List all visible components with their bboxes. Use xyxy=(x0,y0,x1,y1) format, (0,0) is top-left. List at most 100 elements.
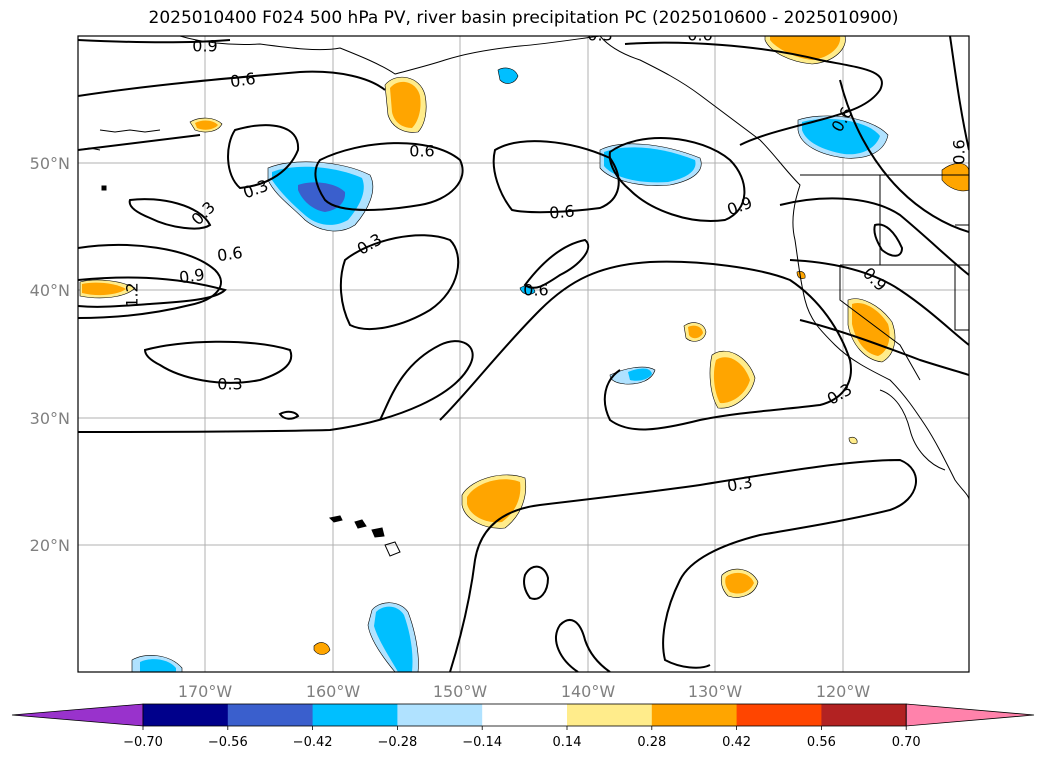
contour-value-label: 0.3 xyxy=(726,472,754,495)
colorbar-extend-min xyxy=(11,703,144,727)
colorbar-tick-label: −0.70 xyxy=(123,735,163,750)
contour-value-label: 0.3 xyxy=(587,26,612,45)
lat-tick-label: 50°N xyxy=(30,154,70,173)
contour-value-label: 0.9 xyxy=(192,37,217,56)
contour-line xyxy=(789,259,969,346)
contour-line xyxy=(779,197,969,276)
contour-line xyxy=(523,238,590,289)
state-border xyxy=(954,265,969,331)
contour-line xyxy=(449,458,917,672)
colorbar-tick-label: 0.14 xyxy=(553,735,582,750)
contour-line xyxy=(227,124,300,190)
longitude-labels: 170°W 160°W 150°W 140°W 130°W 120°W xyxy=(178,682,871,701)
precip-neg-patch xyxy=(140,659,176,672)
map-border xyxy=(77,35,970,673)
precip-pos-patch xyxy=(390,81,421,128)
contour-line xyxy=(439,260,852,431)
precip-neg-patch xyxy=(802,118,880,155)
lon-tick-label: 150°W xyxy=(433,682,488,701)
colorbar-tick-label: −0.14 xyxy=(462,735,502,750)
precip-pos-patch xyxy=(941,163,969,192)
precip-pos-patch xyxy=(313,642,331,655)
contour-value-label: 0.6 xyxy=(523,281,548,300)
colorbar-swatch xyxy=(567,704,653,726)
contour-value-label: 0.6 xyxy=(229,69,257,91)
contour-line xyxy=(523,565,550,600)
contour-value-label: 1.2 xyxy=(123,282,142,307)
precip-pos-patch xyxy=(796,271,806,279)
contour-value-label: 0.3 xyxy=(217,375,242,394)
state-border xyxy=(839,265,921,381)
colorbar-swatch xyxy=(312,704,398,726)
precip-neg-patch xyxy=(604,147,696,183)
colorbar-extend-max xyxy=(905,703,1035,727)
map-title: 2025010400 F024 500 hPa PV, river basin … xyxy=(148,8,899,28)
precip-pos-patch xyxy=(848,436,858,445)
contour-line xyxy=(78,340,474,433)
contour-line xyxy=(799,319,969,376)
contour-value-label: 0.6 xyxy=(216,243,244,265)
colorbar-tick-label: 0.56 xyxy=(807,735,836,750)
contour-value-label: 0.6 xyxy=(950,139,969,164)
aleutian-island xyxy=(99,129,161,133)
contour-line xyxy=(78,243,222,319)
hawaii-island xyxy=(384,541,401,557)
hawaii-island xyxy=(328,515,343,523)
coastline xyxy=(599,36,969,501)
contour-line xyxy=(949,36,969,151)
contour-value-label: 0.9 xyxy=(178,265,206,287)
lon-tick-label: 140°W xyxy=(561,682,616,701)
pv-contours xyxy=(78,36,969,672)
precip-pos-patch xyxy=(195,120,218,130)
precip-neg-patch xyxy=(374,606,413,672)
precip-pos-patch xyxy=(770,36,841,60)
colorbar-frame xyxy=(142,703,907,727)
colorbar-tick-label: −0.42 xyxy=(293,735,333,750)
lon-tick-label: 130°W xyxy=(688,682,743,701)
precip-neg-patch xyxy=(497,67,519,84)
colorbar-tick-label: 0.42 xyxy=(722,735,751,750)
contour-line xyxy=(873,223,904,257)
contour-line xyxy=(143,340,293,384)
precip-pos-patch xyxy=(467,479,521,523)
colorbar-tick-label: 0.70 xyxy=(892,735,921,750)
contour-line xyxy=(78,39,231,44)
contour-value-label: 0.6 xyxy=(687,26,712,45)
colorbar: −0.70 −0.56 −0.42 −0.28 −0.14 0.14 0.28 0.42 0.5… xyxy=(11,703,1035,750)
lon-tick-label: 170°W xyxy=(178,682,233,701)
contour-line xyxy=(339,234,460,331)
colorbar-swatch xyxy=(821,704,907,726)
contour-line xyxy=(278,410,300,420)
coastline xyxy=(179,36,601,75)
aleutian-island xyxy=(101,185,107,191)
lon-tick-label: 120°W xyxy=(816,682,871,701)
contour-line xyxy=(128,198,212,230)
colorbar-swatch xyxy=(651,704,738,726)
colorbar-tick-label: −0.56 xyxy=(208,735,248,750)
coastlines xyxy=(179,36,969,501)
contour-line xyxy=(78,70,386,97)
precip-pos-patch xyxy=(725,572,754,594)
contour-line xyxy=(314,142,464,211)
precip-pos-patch xyxy=(688,325,703,339)
lat-tick-label: 40°N xyxy=(30,281,70,300)
aleutian-island xyxy=(78,147,101,151)
contour-line xyxy=(492,140,620,214)
lat-tick-label: 20°N xyxy=(30,536,70,555)
latitude-labels: 50°N 40°N 30°N 20°N xyxy=(30,154,70,555)
contour-value-label: 0.6 xyxy=(409,142,434,161)
precip-pos-patch xyxy=(82,282,126,296)
hawaii-island xyxy=(354,519,367,529)
precip-pos-patch xyxy=(713,357,750,404)
islands xyxy=(78,129,401,557)
colorbar-swatch xyxy=(482,704,568,726)
colorbar-swatch xyxy=(397,704,483,726)
colorbar-swatch xyxy=(736,704,822,726)
contour-line xyxy=(839,79,969,233)
contour-line xyxy=(608,137,746,222)
contour-line xyxy=(78,276,227,308)
hawaii-island xyxy=(371,527,385,538)
contour-line xyxy=(555,619,611,672)
colorbar-tick-label: −0.28 xyxy=(377,735,417,750)
